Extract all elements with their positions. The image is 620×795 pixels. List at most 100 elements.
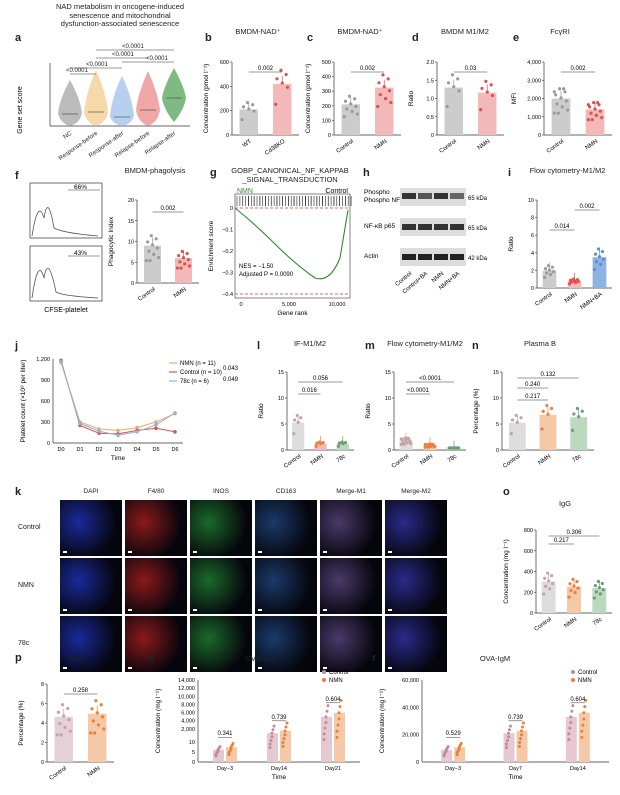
- data-point: [522, 721, 525, 725]
- xlabel: Time: [272, 774, 287, 781]
- data-point: [93, 731, 97, 735]
- kda-2: 42 kDa: [468, 256, 488, 262]
- bar: [273, 83, 292, 135]
- microscopy-image: [255, 558, 317, 614]
- data-point: [556, 111, 560, 115]
- scale-bar: [63, 551, 67, 553]
- data-point: [515, 420, 519, 424]
- p-value: 0.016: [302, 388, 318, 394]
- scale-bar: [323, 551, 327, 553]
- panel-b-bar-chart: Concentration (pmol l⁻¹) 0 200 400 600 WT Cd38…: [203, 60, 299, 157]
- legend-swatch: [322, 670, 326, 674]
- data-point: [279, 68, 283, 72]
- data-point: [68, 729, 72, 733]
- data-point: [67, 718, 71, 722]
- y-tick-label: 2,000: [181, 727, 195, 733]
- data-point: [406, 436, 410, 440]
- ylabel: Percentage (%): [473, 388, 480, 433]
- y-tick-label: 500: [322, 60, 331, 66]
- x-tick-label: 78c: [571, 454, 582, 464]
- x-tick-label: NMN: [374, 139, 389, 152]
- panel-g-title-l1: GOBP_CANONICAL_NF_KAPPAB: [231, 166, 349, 175]
- data-point: [521, 725, 524, 729]
- x-tick-label: 78c: [592, 617, 603, 627]
- panel-a-violin-plot: Gene set score <0.0001 <0.0001 <0.0001 <…: [17, 44, 190, 162]
- x-tick-label: NMN: [585, 139, 600, 152]
- y-tick-label: 15: [128, 219, 134, 225]
- p-value: 0.306: [566, 530, 582, 536]
- data-point: [582, 711, 586, 715]
- y-tick-label: −0.3: [222, 271, 233, 277]
- data-point: [455, 751, 459, 755]
- data-point: [571, 704, 575, 708]
- data-point: [550, 574, 554, 578]
- y-tick-label: −0.4: [222, 292, 233, 298]
- data-point: [508, 728, 511, 732]
- panel-c-label: c: [307, 32, 314, 44]
- x-tick-label: 78c: [447, 454, 458, 464]
- bar: [334, 712, 345, 762]
- data-point: [581, 723, 585, 727]
- microscopy-image: [190, 558, 252, 614]
- y-tick-label: 2.0: [426, 60, 434, 66]
- legend-label: NMN: [578, 678, 592, 684]
- data-point: [548, 587, 552, 591]
- data-point: [584, 699, 588, 702]
- p-value: 0.002: [258, 66, 274, 72]
- ylabel: Concentration (mg l⁻¹): [155, 689, 162, 753]
- plot-frame: [234, 193, 351, 299]
- x-tick-label: NMN: [420, 454, 435, 467]
- y-tick-label: 8,000: [181, 702, 195, 708]
- y-tick-label: 0: [530, 611, 533, 617]
- data-point: [355, 112, 359, 116]
- y-tick-label: 200: [220, 109, 229, 115]
- data-point: [600, 115, 604, 120]
- data-point: [252, 109, 256, 113]
- x-tick-label: D3: [114, 447, 121, 453]
- data-point: [457, 89, 461, 93]
- k-col-label: Merge-M1: [336, 488, 366, 495]
- bar: [578, 712, 590, 762]
- data-point: [573, 281, 578, 285]
- data-point: [376, 104, 380, 109]
- microscopy-image: [60, 558, 122, 614]
- panel-q-label: q: [148, 652, 155, 664]
- bar: [267, 733, 278, 762]
- data-point: [594, 113, 598, 118]
- data-point: [186, 258, 190, 262]
- data-point: [339, 699, 343, 702]
- data-point: [322, 732, 326, 736]
- data-point: [335, 735, 339, 739]
- y-tick-label: 0: [531, 286, 534, 292]
- data-point: [592, 101, 596, 105]
- data-point: [506, 738, 509, 742]
- data-point: [555, 102, 559, 106]
- data-point: [283, 729, 287, 733]
- legend-label: NMN (n = 11): [180, 361, 216, 367]
- data-point: [296, 420, 300, 424]
- y-tick-label: 10: [493, 396, 499, 402]
- microscopy-image: [60, 500, 122, 556]
- y-tick-label: 14,000: [178, 678, 195, 684]
- bar: [321, 716, 332, 762]
- flow-pct-2: 43%: [74, 250, 87, 257]
- data-point: [596, 247, 601, 251]
- kda-1: 65 kDa: [468, 226, 488, 232]
- data-point: [569, 280, 574, 284]
- scale-bar: [323, 609, 327, 611]
- panel-a-title-l3: dysfunction-associated senescence: [60, 19, 180, 29]
- data-point: [353, 97, 357, 101]
- xlabel: Gene rank: [277, 310, 308, 317]
- panel-a-title-l2: senescence and mitochondrial: [69, 10, 171, 20]
- p-value: 0.739: [508, 715, 524, 721]
- data-point: [598, 262, 603, 266]
- ylabel: Percentage (%): [18, 700, 25, 745]
- microscopy-image: [255, 500, 317, 556]
- series-point: [116, 433, 120, 438]
- y-tick-label: 600: [220, 60, 229, 66]
- violin-response-after: [110, 76, 134, 126]
- x-tick-label: Day−3: [217, 766, 233, 772]
- data-point: [563, 90, 567, 94]
- series-line: [60, 361, 176, 436]
- nes: NES = −1.50: [239, 264, 274, 270]
